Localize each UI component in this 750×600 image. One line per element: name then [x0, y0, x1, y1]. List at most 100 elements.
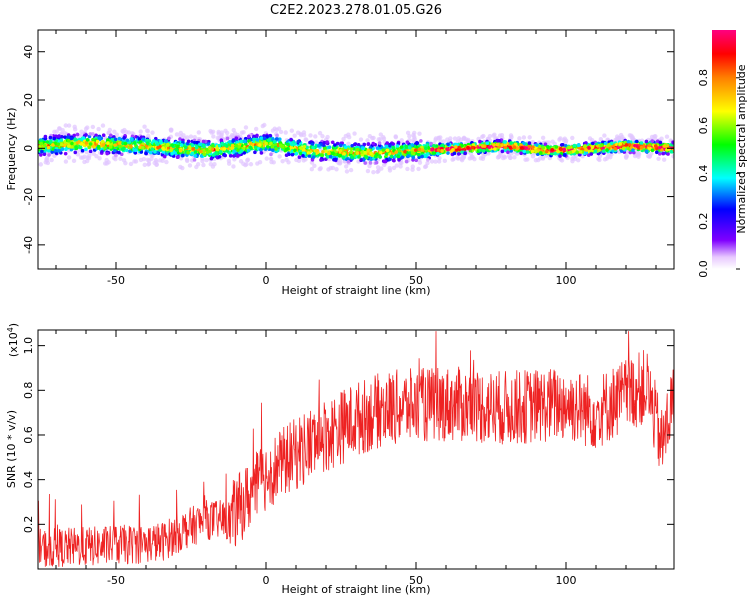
- spectrum-halo-point: [508, 155, 513, 161]
- spectrum-halo-point: [138, 129, 143, 134]
- spectrum-point: [91, 137, 95, 142]
- spectrum-point: [587, 146, 591, 150]
- spectrum-halo-point: [121, 158, 127, 163]
- spectrum-point: [590, 144, 595, 148]
- spectrum-point: [584, 148, 589, 152]
- spectrum-point: [94, 133, 98, 138]
- spectrum-point: [644, 149, 649, 154]
- spectrum-point: [153, 150, 157, 154]
- spectrum-point: [606, 143, 610, 148]
- chart-title: C2E2.2023.278.01.05.G26: [270, 3, 442, 18]
- spectrum-point: [333, 143, 337, 147]
- spectrum-halo-point: [344, 169, 350, 174]
- spectrum-point: [166, 142, 170, 147]
- spectrum-halo-point: [228, 134, 233, 140]
- y-tick-label: 1.0: [22, 337, 35, 355]
- spectrum-point: [415, 141, 419, 145]
- spectrum-point: [440, 149, 444, 153]
- spectrum-point: [543, 142, 548, 147]
- spectrum-point: [152, 139, 156, 143]
- spectrum-halo-point: [239, 130, 245, 135]
- snr-axes: -50 0 50 100 0.2 0.4 0.6 0.8 1.0: [22, 330, 674, 587]
- spectrum-point: [64, 147, 68, 152]
- spectrum-point: [531, 145, 535, 149]
- spectrum-point: [38, 145, 42, 149]
- spectrum-point: [268, 133, 273, 138]
- spectrum-point: [101, 143, 106, 147]
- spectrum-point: [230, 143, 235, 148]
- spectrum-point: [512, 145, 517, 150]
- spectrum-point: [414, 148, 418, 152]
- spectrogram-axes: -50 0 50 100 -40 -20 0 20 40: [22, 30, 674, 287]
- spectrum-point: [167, 136, 171, 141]
- spectrum-halo-point: [442, 158, 448, 164]
- spectrum-halo-point: [314, 140, 319, 145]
- spectrum-point: [252, 134, 256, 139]
- spectrum-point: [503, 145, 508, 150]
- spectrum-halo-point: [132, 159, 137, 164]
- spectrum-point: [338, 149, 343, 153]
- spectrum-point: [639, 145, 644, 150]
- spectrum-halo-point: [597, 157, 602, 163]
- spectrum-point: [366, 151, 370, 156]
- spectrum-point: [148, 150, 153, 155]
- spectrum-point: [366, 142, 371, 146]
- spectrum-point: [138, 140, 143, 144]
- spectrum-point: [186, 150, 190, 155]
- spectrum-point: [242, 151, 247, 155]
- spectrum-halo-point: [509, 151, 514, 156]
- spectrum-point: [556, 149, 561, 154]
- spectrum-halo-point: [142, 124, 147, 129]
- spectrum-point: [333, 157, 338, 162]
- spectrum-point: [239, 149, 244, 153]
- spectrum-halo-point: [487, 133, 493, 139]
- spectrum-point: [286, 142, 290, 147]
- spectrum-point: [109, 133, 113, 138]
- spectrum-point: [290, 142, 294, 147]
- spectrum-point: [410, 143, 414, 147]
- spectrum-point: [59, 138, 64, 142]
- spectrum-point: [66, 135, 70, 139]
- spectrum-point: [178, 148, 183, 153]
- spectrum-point: [67, 138, 71, 143]
- spectrum-point: [120, 147, 125, 152]
- spectrum-point: [139, 150, 144, 154]
- spectrum-halo-point: [57, 126, 62, 131]
- spectrum-halo-point: [96, 126, 101, 132]
- spectrum-point: [312, 152, 316, 156]
- spectrum-point: [88, 149, 93, 154]
- spectrum-point: [301, 153, 305, 158]
- spectrum-point: [626, 139, 631, 144]
- spectrum-point: [384, 152, 389, 156]
- spectrum-point: [278, 143, 283, 148]
- x-tick-label: 50: [409, 574, 423, 587]
- spectrum-point: [371, 141, 376, 146]
- spectrum-halo-point: [552, 141, 557, 147]
- spectrum-halo-point: [337, 157, 343, 162]
- spectrum-point: [485, 148, 490, 152]
- spectrum-halo-point: [661, 157, 667, 162]
- spectrum-point: [440, 143, 445, 148]
- spectrum-point: [480, 144, 485, 148]
- spectrum-point: [417, 147, 422, 152]
- spectrum-point: [228, 139, 232, 144]
- spectrum-point: [373, 154, 378, 159]
- spectrum-point: [420, 154, 424, 159]
- spectrum-halo-point: [118, 156, 123, 161]
- spectrum-point: [355, 147, 360, 152]
- spectrum-point: [650, 139, 655, 143]
- spectrum-halo-point: [231, 127, 236, 133]
- spectrum-halo-point: [527, 135, 532, 140]
- spectrum-halo-point: [343, 164, 349, 169]
- spectrum-point: [349, 150, 354, 155]
- spectrum-point: [175, 155, 180, 160]
- spectrum-point: [84, 140, 89, 145]
- spectrum-point: [495, 138, 499, 143]
- spectrum-point: [56, 142, 61, 147]
- spectrum-point: [52, 136, 57, 141]
- spectrum-point: [199, 149, 203, 154]
- spectrum-point: [601, 146, 606, 151]
- spectrum-point: [436, 151, 440, 156]
- spectrum-point: [426, 158, 430, 162]
